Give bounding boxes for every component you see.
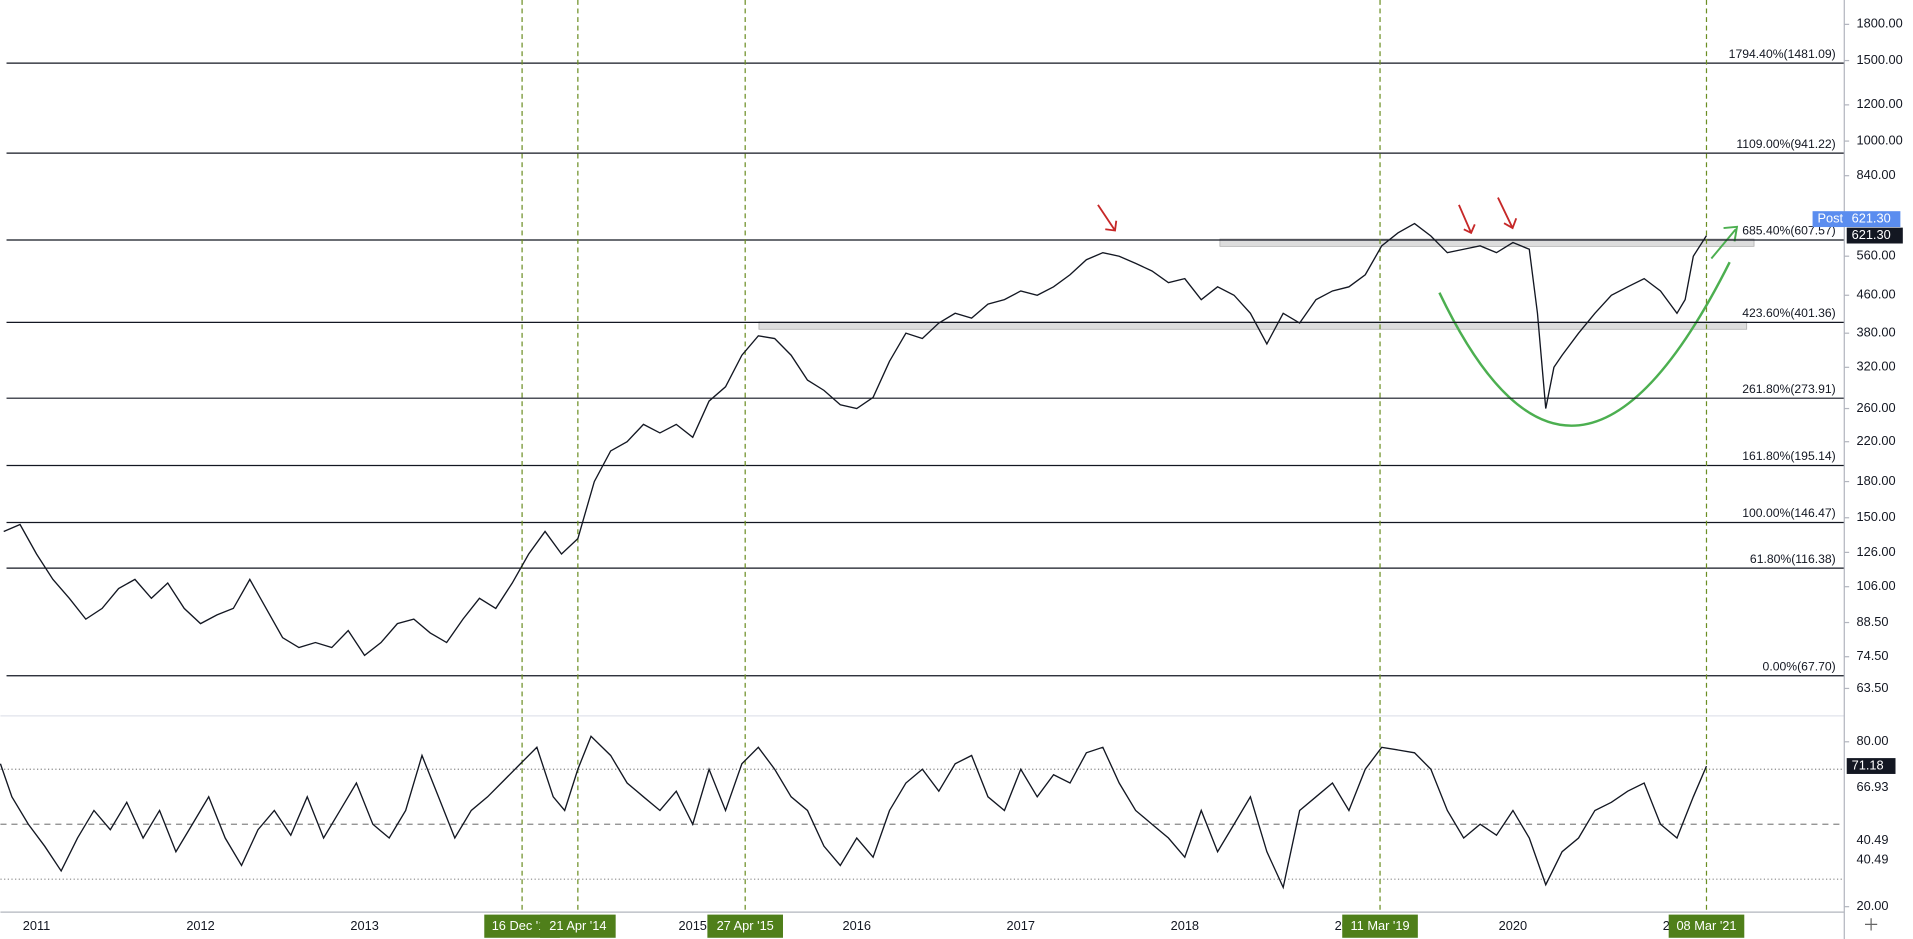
y-tick-label: 220.00 [1856,433,1895,448]
post-label: Post [1817,210,1843,225]
date-marker-tag [1668,914,1745,938]
y-tick-label: 63.50 [1856,680,1888,695]
y-tick-label: 106.00 [1856,578,1895,593]
x-tick-label: 2016 [843,918,871,933]
y-tick-label: 150.00 [1856,509,1895,524]
red-arrows [1097,197,1518,235]
rsi-tick-label: 80.00 [1856,733,1888,748]
fib-label: 423.60%(401.36) [1742,306,1836,320]
date-marker-tag [707,914,783,938]
x-tick-label: 2020 [1499,918,1527,933]
y-tick-label: 126.00 [1856,544,1895,559]
rsi-marker-label: 40.49 [1856,851,1888,866]
x-tick-label: 2011 [23,918,51,933]
y-tick-label: 1000.00 [1856,132,1902,147]
y-tick-label: 1200.00 [1856,96,1902,111]
y-tick-label: 1500.00 [1856,52,1902,67]
price-axis [1844,0,1913,939]
settings-icon[interactable] [1865,918,1878,931]
fib-label: 1794.40%(1481.09) [1729,47,1836,61]
date-marker-label: 21 Apr '14 [549,918,606,933]
rsi-marker-label: 66.93 [1856,779,1888,794]
rsi-marker-label: 40.49 [1856,832,1888,847]
resistance-band [1219,238,1755,247]
y-tick-label: 560.00 [1856,248,1895,263]
x-tick-label: 2018 [1171,918,1199,933]
y-tick-label: 1800.00 [1856,16,1902,31]
y-tick-label: 260.00 [1856,400,1895,415]
y-tick-label: 74.50 [1856,648,1888,663]
fib-label: 685.40%(607.57) [1742,224,1836,238]
fib-label: 0.00%(67.70) [1763,659,1836,673]
date-marker-tag [540,914,616,938]
x-tick-label: 2012 [186,918,214,933]
support-band [758,321,1748,330]
y-tick-label: 380.00 [1856,325,1895,340]
last-price-tag [1846,227,1903,244]
rsi-line [0,735,1708,890]
last-price-label: 621.30 [1852,227,1891,242]
x-tick-label: 2017 [1007,918,1035,933]
y-tick-label: 180.00 [1856,473,1895,488]
fib-label: 1109.00%(941.22) [1736,137,1835,151]
cup-curve [1438,261,1731,427]
post-price: 621.30 [1852,210,1891,225]
date-marker-label: 27 Apr '15 [717,918,774,933]
post-tag [1812,211,1901,228]
y-tick-label: 320.00 [1856,359,1895,374]
fib-label: 161.80%(195.14) [1742,449,1836,463]
x-tick-label: 2013 [350,918,378,933]
rsi-tick-label: 20.00 [1856,898,1888,913]
fib-label: 100.00%(146.47) [1742,506,1836,520]
y-tick-label: 88.50 [1856,614,1888,629]
date-marker-tag [1342,914,1418,938]
y-tick-label: 460.00 [1856,287,1895,302]
price-line [3,222,1708,657]
x-tick-label: 2015 [678,918,706,933]
rsi-last-tag [1846,758,1896,774]
fib-label: 61.80%(116.38) [1750,552,1836,566]
fib-label: 261.80%(273.91) [1742,382,1836,396]
date-marker-label: 11 Mar '19 [1350,918,1409,933]
date-marker-label: 16 Dec '13 [492,918,553,933]
y-tick-label: 840.00 [1856,167,1895,182]
rsi-last-label: 71.18 [1852,757,1884,772]
date-marker-label: 08 Mar '21 [1676,918,1736,933]
up-arrow [1710,225,1739,260]
